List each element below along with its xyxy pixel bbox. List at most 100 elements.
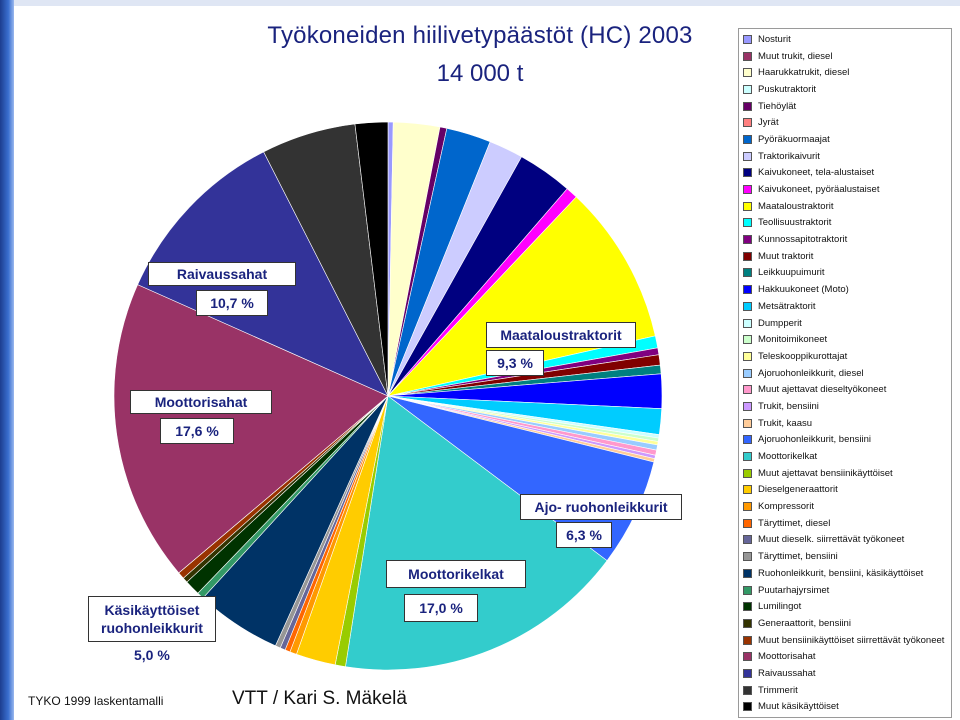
legend-label: Pyöräkuormaajat: [758, 133, 830, 145]
callout-ajoruohonleikkurit-label: Ajo- ruohonleikkurit: [520, 494, 682, 520]
legend-item-kaivukoneet-pyoraalustaiset: Kaivukoneet, pyöräalustaiset: [739, 181, 951, 198]
legend-item-puutarhajyrsimet: Puutarhajyrsimet: [739, 582, 951, 599]
slide-frame-top: [14, 0, 960, 6]
legend-swatch: [743, 518, 752, 528]
legend-label: Moottorisahat: [758, 651, 816, 663]
legend-label: Muut ajettavat dieseltyökoneet: [758, 384, 887, 396]
legend-item-muut-dieselk-siirrettavat-tyokoneet: Muut dieselk. siirrettävät työkoneet: [739, 532, 951, 549]
legend-swatch: [743, 368, 752, 378]
legend-swatch: [743, 268, 752, 278]
legend-label: Hakkuukoneet (Moto): [758, 284, 849, 296]
legend-swatch: [743, 535, 752, 545]
legend-swatch: [743, 485, 752, 495]
legend-item-ruohonleikkurit-bensiini-kasikayttoiset: Ruohonleikkurit, bensiini, käsikäyttöise…: [739, 565, 951, 582]
callout-raivaussahat-label: Raivaussahat: [148, 262, 296, 286]
legend-swatch: [743, 618, 752, 628]
legend-label: Kunnossapitotraktorit: [758, 234, 848, 246]
legend-item-moottorisahat: Moottorisahat: [739, 648, 951, 665]
legend-item-ajoruohonleikkurit-diesel: Ajoruohonleikkurit, diesel: [739, 365, 951, 382]
legend-swatch: [743, 401, 752, 411]
legend-label: Muut käsikäyttöiset: [758, 701, 839, 713]
legend-swatch: [743, 301, 752, 311]
legend-swatch: [743, 702, 752, 712]
legend-item-muut-trukit-diesel: Muut trukit, diesel: [739, 48, 951, 65]
legend-label: Muut dieselk. siirrettävät työkoneet: [758, 534, 905, 546]
legend-item-moottorikelkat: Moottorikelkat: [739, 448, 951, 465]
legend-swatch: [743, 34, 752, 44]
legend-item-taryttimet-bensiini: Täryttimet, bensiini: [739, 548, 951, 565]
legend-item-muut-ajettavat-dieseltyokoneet: Muut ajettavat dieseltyökoneet: [739, 381, 951, 398]
callout-kasikayttoiset-label: Käsikäyttöiset ruohonleikkurit: [88, 596, 216, 642]
legend-swatch: [743, 351, 752, 361]
legend-item-tiehoylat: Tiehöylät: [739, 98, 951, 115]
legend-item-pyorakuormaajat: Pyöräkuormaajat: [739, 131, 951, 148]
footer-source: TYKO 1999 laskentamalli: [28, 694, 164, 708]
legend-item-generaattorit-bensiini: Generaattorit, bensiini: [739, 615, 951, 632]
legend-item-muut-traktorit: Muut traktorit: [739, 248, 951, 265]
legend-label: Kaivukoneet, pyöräalustaiset: [758, 184, 880, 196]
legend-item-kunnossapitotraktorit: Kunnossapitotraktorit: [739, 231, 951, 248]
legend-item-trimmerit: Trimmerit: [739, 682, 951, 699]
legend-swatch: [743, 285, 752, 295]
legend-item-kompressorit: Kompressorit: [739, 498, 951, 515]
legend-item-maataloustraktorit: Maataloustraktorit: [739, 198, 951, 215]
legend-label: Maataloustraktorit: [758, 200, 834, 212]
legend-item-muut-kasikayttoiset: Muut käsikäyttöiset: [739, 699, 951, 716]
legend-swatch: [743, 218, 752, 228]
callout-kasikayttoiset-value: 5,0 %: [134, 647, 170, 663]
legend-label: Moottorikelkat: [758, 451, 818, 463]
legend-item-taryttimet-diesel: Täryttimet, diesel: [739, 515, 951, 532]
legend-swatch: [743, 68, 752, 78]
legend-label: Täryttimet, bensiini: [758, 551, 838, 563]
legend-item-monitoimikoneet: Monitoimikoneet: [739, 331, 951, 348]
legend-label: Raivaussahat: [758, 667, 816, 679]
legend-item-teleskooppikurottajat: Teleskooppikurottajat: [739, 348, 951, 365]
chart-legend: Nosturit Muut trukit, diesel Haarukkatruki…: [738, 28, 952, 718]
legend-swatch: [743, 151, 752, 161]
pie-chart: [113, 121, 663, 671]
legend-swatch: [743, 335, 752, 345]
legend-swatch: [743, 635, 752, 645]
legend-label: Metsätraktorit: [758, 300, 816, 312]
legend-label: Trukit, kaasu: [758, 417, 813, 429]
legend-swatch: [743, 318, 752, 328]
legend-item-haarukkatrukit-diesel: Haarukkatrukit, diesel: [739, 64, 951, 81]
legend-label: Kaivukoneet, tela-alustaiset: [758, 167, 875, 179]
legend-item-jyrat: Jyrät: [739, 114, 951, 131]
legend-label: Traktorikaivurit: [758, 150, 820, 162]
legend-item-trukit-bensiini: Trukit, bensiini: [739, 398, 951, 415]
legend-label: Dumpperit: [758, 317, 802, 329]
legend-label: Haarukkatrukit, diesel: [758, 67, 850, 79]
legend-swatch: [743, 468, 752, 478]
chart-title: Työkoneiden hiilivetypäästöt (HC) 2003: [267, 22, 693, 49]
legend-swatch: [743, 185, 752, 195]
slide-frame-left: [0, 0, 14, 720]
callout-raivaussahat-value: 10,7 %: [196, 290, 268, 316]
legend-label: Täryttimet, diesel: [758, 517, 831, 529]
chart-subtitle: 14 000 t: [436, 60, 524, 87]
legend-swatch: [743, 84, 752, 94]
legend-swatch: [743, 251, 752, 261]
legend-swatch: [743, 118, 752, 128]
legend-item-lumilingot: Lumilingot: [739, 598, 951, 615]
legend-item-traktorikaivurit: Traktorikaivurit: [739, 148, 951, 165]
legend-label: Teollisuustraktorit: [758, 217, 832, 229]
legend-item-muut-ajettavat-bensiinikayttoiset: Muut ajettavat bensiinikäyttöiset: [739, 465, 951, 482]
legend-label: Teleskooppikurottajat: [758, 350, 848, 362]
legend-swatch: [743, 51, 752, 61]
legend-swatch: [743, 685, 752, 695]
callout-moottorisahat-label: Moottorisahat: [130, 390, 272, 414]
legend-swatch: [743, 452, 752, 462]
legend-item-trukit-kaasu: Trukit, kaasu: [739, 415, 951, 432]
legend-item-nosturit: Nosturit: [739, 31, 951, 48]
callout-moottorikelkat-label: Moottorikelkat: [386, 560, 526, 588]
legend-swatch: [743, 602, 752, 612]
legend-label: Muut ajettavat bensiinikäyttöiset: [758, 467, 893, 479]
legend-item-hakkuukoneet-moto: Hakkuukoneet (Moto): [739, 281, 951, 298]
legend-swatch: [743, 134, 752, 144]
legend-label: Leikkuupuimurit: [758, 267, 825, 279]
callout-maataloustraktorit-label: Maataloustraktorit: [486, 322, 636, 348]
callout-maataloustraktorit-value: 9,3 %: [486, 350, 544, 376]
pie-slice-muut-kasikayttoiset: [354, 121, 389, 397]
legend-label: Kompressorit: [758, 501, 814, 513]
